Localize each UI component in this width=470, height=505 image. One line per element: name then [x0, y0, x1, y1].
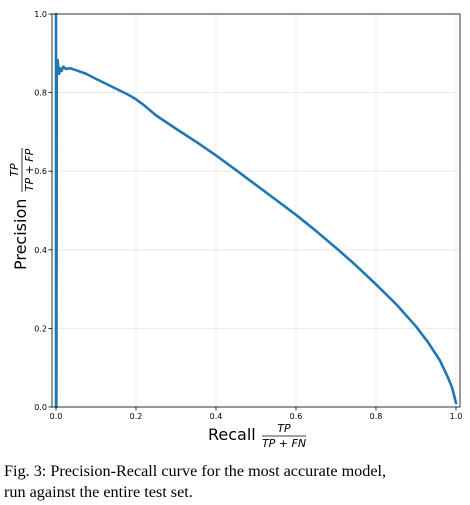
plot-area	[52, 14, 460, 407]
y-tick-label: 0.6	[34, 167, 47, 176]
y-axis-label: Precision TP TP + FP	[8, 148, 36, 270]
x-tick-label: 0.0	[50, 412, 63, 421]
precision-recall-chart: 0.0 0.2 0.4 0.6 0.8 1.0 0.0 0.2 0.4 0.6 0.8 1.0 Re…	[8, 10, 463, 450]
y-tick-label: 0.8	[34, 89, 47, 98]
caption-line-1: Fig. 3: Precision-Recall curve for the m…	[4, 462, 387, 480]
x-tick-label: 0.6	[290, 412, 303, 421]
chart-canvas: 0.0 0.2 0.4 0.6 0.8 1.0 0.0 0.2 0.4 0.6 0.8 1.0 Re…	[8, 10, 463, 450]
y-tick-label: 0.0	[34, 403, 47, 412]
x-tick-label: 0.8	[370, 412, 383, 421]
y-tick-label: 0.4	[34, 246, 47, 255]
x-axis-label-denominator: TP + FN	[262, 437, 306, 450]
y-axis-ticks: 0.0 0.2 0.4 0.6 0.8 1.0	[34, 10, 52, 412]
x-axis-label-numerator: TP	[277, 422, 291, 435]
x-tick-label: 1.0	[450, 412, 463, 421]
series-line-precision-recall	[54, 12, 458, 409]
x-axis-label: Recall TP TP + FN	[208, 422, 306, 450]
y-axis-label-word: Precision	[11, 199, 30, 270]
x-axis-label-word: Recall	[208, 425, 256, 444]
x-tick-label: 0.4	[210, 412, 223, 421]
y-axis-label-denominator: TP + FP	[23, 148, 36, 191]
x-axis-ticks: 0.0 0.2 0.4 0.6 0.8 1.0	[50, 407, 463, 421]
x-tick-label: 0.2	[130, 412, 143, 421]
y-tick-label: 0.2	[34, 324, 47, 333]
plot-frame	[51, 13, 461, 408]
figure-caption: Fig. 3: Precision-Recall curve for the m…	[4, 461, 466, 502]
y-tick-label: 1.0	[34, 10, 47, 19]
caption-line-2: run against the entire test set.	[4, 482, 193, 501]
series-group	[54, 12, 458, 409]
y-axis-label-numerator: TP	[8, 163, 21, 177]
